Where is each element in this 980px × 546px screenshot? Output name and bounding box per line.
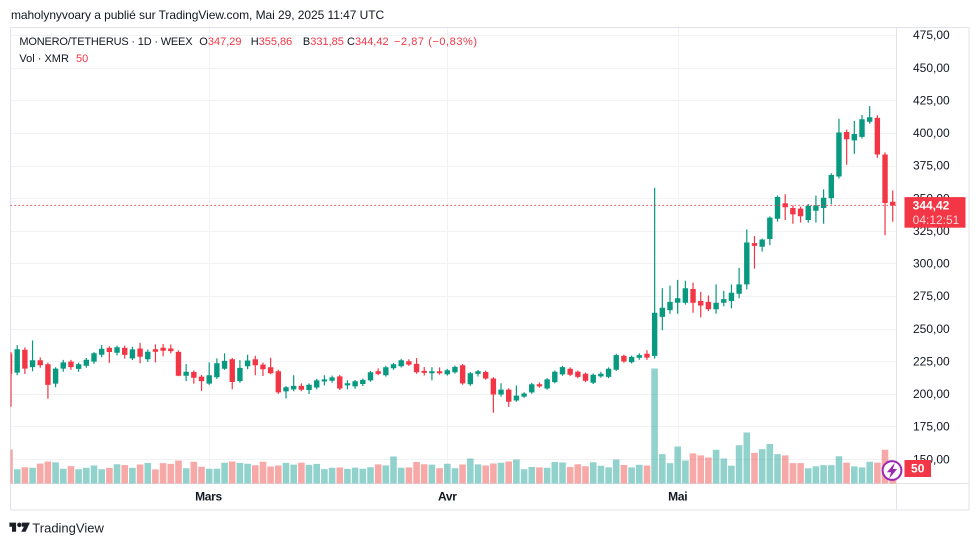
svg-text:400,00: 400,00	[913, 126, 950, 140]
svg-text:250,00: 250,00	[913, 322, 950, 336]
svg-text:450,00: 450,00	[913, 61, 950, 75]
svg-text:Vol · XMR 50: Vol · XMR 50	[19, 53, 88, 65]
svg-text:344,42: 344,42	[913, 199, 950, 213]
svg-text:375,00: 375,00	[913, 159, 950, 173]
svg-text:50: 50	[911, 462, 925, 476]
svg-text:04:12:51: 04:12:51	[913, 213, 960, 227]
svg-text:275,00: 275,00	[913, 289, 950, 303]
svg-text:300,00: 300,00	[913, 257, 950, 271]
svg-text:475,00: 475,00	[913, 28, 950, 42]
svg-text:Mars: Mars	[195, 490, 222, 504]
svg-text:Avr: Avr	[438, 490, 457, 504]
svg-text:Mai: Mai	[668, 490, 687, 504]
svg-text:225,00: 225,00	[913, 354, 950, 368]
svg-text:maholynyvoary a publié sur Tra: maholynyvoary a publié sur TradingView.c…	[11, 8, 385, 22]
svg-text:425,00: 425,00	[913, 94, 950, 108]
svg-text:175,00: 175,00	[913, 420, 950, 434]
svg-text:TradingView: TradingView	[32, 520, 104, 535]
svg-text:200,00: 200,00	[913, 387, 950, 401]
